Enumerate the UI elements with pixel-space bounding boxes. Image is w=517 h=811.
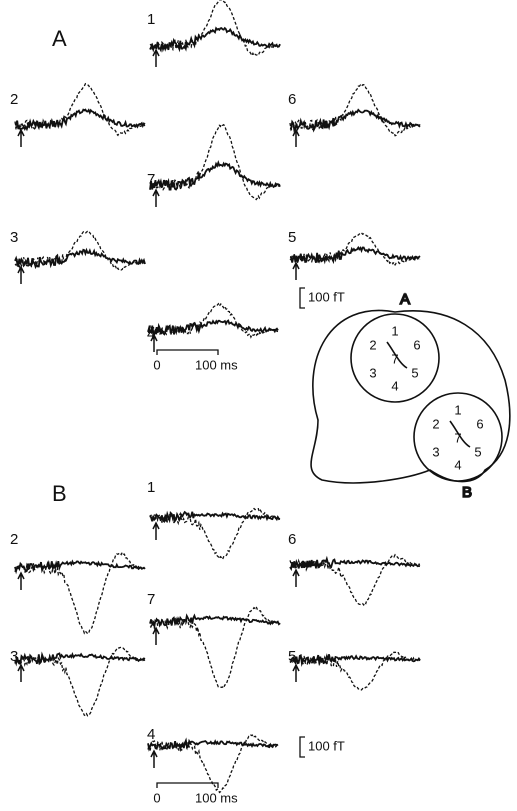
stimulus-arrow: [293, 570, 299, 587]
trace-solid: [150, 512, 280, 522]
sensor-label: 3: [432, 444, 439, 459]
channel-label: 7: [147, 591, 155, 608]
stimulus-arrow: [153, 523, 159, 540]
stimulus-arrow: [18, 130, 24, 147]
sensor-label: 1: [454, 402, 461, 417]
sensor-label: 3: [369, 365, 376, 380]
channel-label: 6: [288, 531, 296, 548]
channel-label: 1: [147, 479, 155, 496]
region-label: A: [400, 291, 410, 308]
trace-solid: [290, 654, 420, 663]
time-scale-bar: [157, 350, 218, 355]
sensor-label: 4: [454, 457, 461, 472]
time-scale-end: 100 ms: [195, 357, 238, 372]
panel-label: B: [52, 481, 67, 506]
panel-label: A: [52, 26, 67, 51]
trace-dashed: [15, 84, 145, 136]
stimulus-arrow: [151, 751, 157, 768]
trace-dashed: [290, 233, 420, 265]
channel-label: 6: [288, 91, 296, 108]
time-scale-end: 100 ms: [195, 790, 238, 805]
sensor-label: 5: [474, 444, 481, 459]
trace-solid: [150, 616, 280, 627]
stimulus-arrow: [153, 50, 159, 67]
stimulus-arrow: [18, 573, 24, 590]
channel-label: 4: [147, 726, 155, 743]
amplitude-scale-bar: [300, 288, 305, 308]
amplitude-scale-bar: [300, 737, 305, 757]
amplitude-scale-label: 100 fT: [308, 289, 345, 304]
trace-solid: [15, 654, 145, 664]
sensor-label: 4: [391, 378, 398, 393]
stimulus-arrow: [293, 130, 299, 147]
sensor-label: 6: [476, 416, 483, 431]
channel-label: 2: [10, 91, 18, 108]
stimulus-arrow: [293, 665, 299, 682]
channel-label: 3: [10, 229, 18, 246]
stimulus-arrow: [293, 263, 299, 280]
trace-solid: [150, 28, 280, 50]
time-scale-bar: [157, 783, 218, 788]
trace-solid: [290, 110, 420, 130]
region-label: B: [462, 484, 472, 501]
amplitude-scale-label: 100 fT: [308, 738, 345, 753]
trace-solid: [290, 559, 420, 569]
trace-solid: [15, 250, 145, 267]
trace-solid: [15, 110, 145, 130]
channel-label: 2: [10, 531, 18, 548]
trace-solid: [150, 163, 280, 190]
sensor-label: 2: [432, 416, 439, 431]
sensor-label: 5: [411, 365, 418, 380]
trace-dashed: [150, 607, 280, 688]
channel-label: 1: [147, 11, 155, 28]
figure: A1267354B1267354 A1267354100 fT0100 msB1…: [0, 0, 517, 811]
channel-label: 5: [288, 229, 296, 246]
stimulus-arrow: [151, 335, 157, 352]
time-scale-start: 0: [153, 790, 160, 805]
sensor-label: 2: [369, 337, 376, 352]
stimulus-arrow: [153, 190, 159, 207]
stimulus-arrow: [18, 267, 24, 284]
stimulus-arrow: [153, 628, 159, 645]
time-scale-start: 0: [153, 357, 160, 372]
stimulus-arrow: [18, 665, 24, 682]
trace-solid: [148, 321, 278, 335]
sensor-label: 6: [413, 337, 420, 352]
sensor-label: 1: [391, 323, 398, 338]
